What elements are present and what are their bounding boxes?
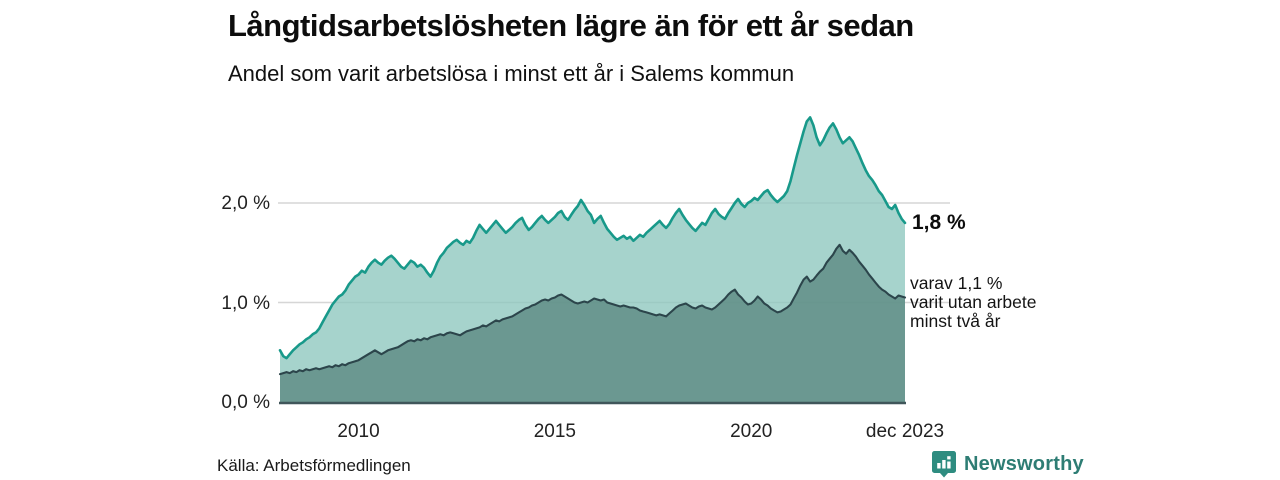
series-end-label-two-years: varav 1,1 % varit utan arbete minst två … xyxy=(910,273,1037,331)
y-axis-tick-0: 0,0 % xyxy=(221,392,270,413)
source-caption: Källa: Arbetsförmedlingen xyxy=(217,456,411,475)
brand-name: Newsworthy xyxy=(964,452,1084,475)
bar-chart-pin-icon xyxy=(932,451,956,478)
x-axis-tick-2015: 2015 xyxy=(533,421,576,442)
area-fill-series-1 xyxy=(280,244,905,402)
x-axis-tick-2010: 2010 xyxy=(337,421,380,442)
page-title: Långtidsarbetslösheten lägre än för ett … xyxy=(228,8,914,43)
series-line-1 xyxy=(278,243,907,376)
series-end-label-total: 1,8 % xyxy=(912,211,966,234)
y-axis-tick-2: 2,0 % xyxy=(221,193,270,214)
x-axis-tick-dec-2023: dec 2023 xyxy=(865,421,945,442)
x-axis-tick-2020: 2020 xyxy=(730,421,773,442)
y-axis-tick-1: 1,0 % xyxy=(221,292,270,314)
chart-subtitle: Andel som varit arbetslösa i minst ett å… xyxy=(228,61,795,86)
brand-logo: Newsworthy xyxy=(932,450,1084,478)
series-line-0 xyxy=(278,116,907,360)
